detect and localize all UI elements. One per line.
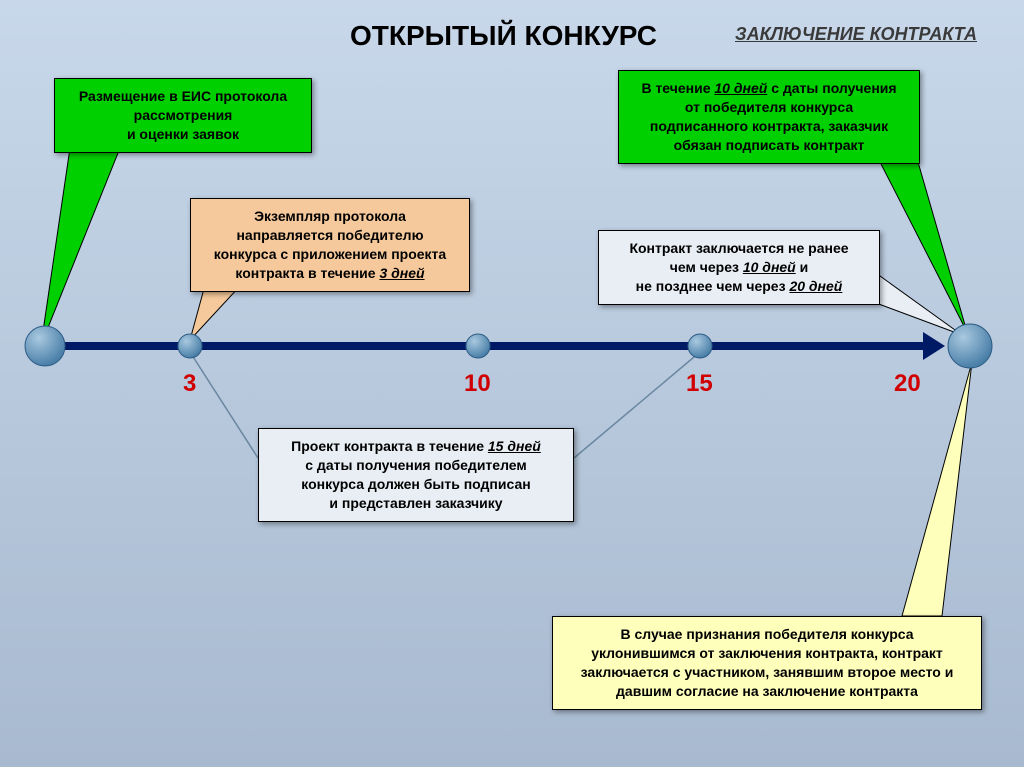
callout-3-days-protocol: Экземпляр протоколанаправляется победите… — [190, 198, 470, 292]
callout-second-place: В случае признания победителя конкурсаук… — [552, 616, 982, 710]
callout-10-days-sign: В течение 10 дней с даты полученияот поб… — [618, 70, 920, 164]
tick-3: 3 — [183, 370, 196, 398]
callout-placement-eis: Размещение в ЕИС протоколарассмотренияи … — [54, 78, 312, 153]
tick-15: 15 — [686, 370, 713, 398]
callout-15-days-project: Проект контракта в течение 15 днейс даты… — [258, 428, 574, 522]
tick-20: 20 — [894, 370, 921, 398]
sub-title: ЗАКЛЮЧЕНИЕ КОНТРАКТА — [735, 24, 977, 45]
main-title: ОТКРЫТЫЙ КОНКУРС — [350, 20, 657, 52]
tick-10: 10 — [464, 370, 491, 398]
callout-10-20-days: Контракт заключается не ранеечем через 1… — [598, 230, 880, 305]
